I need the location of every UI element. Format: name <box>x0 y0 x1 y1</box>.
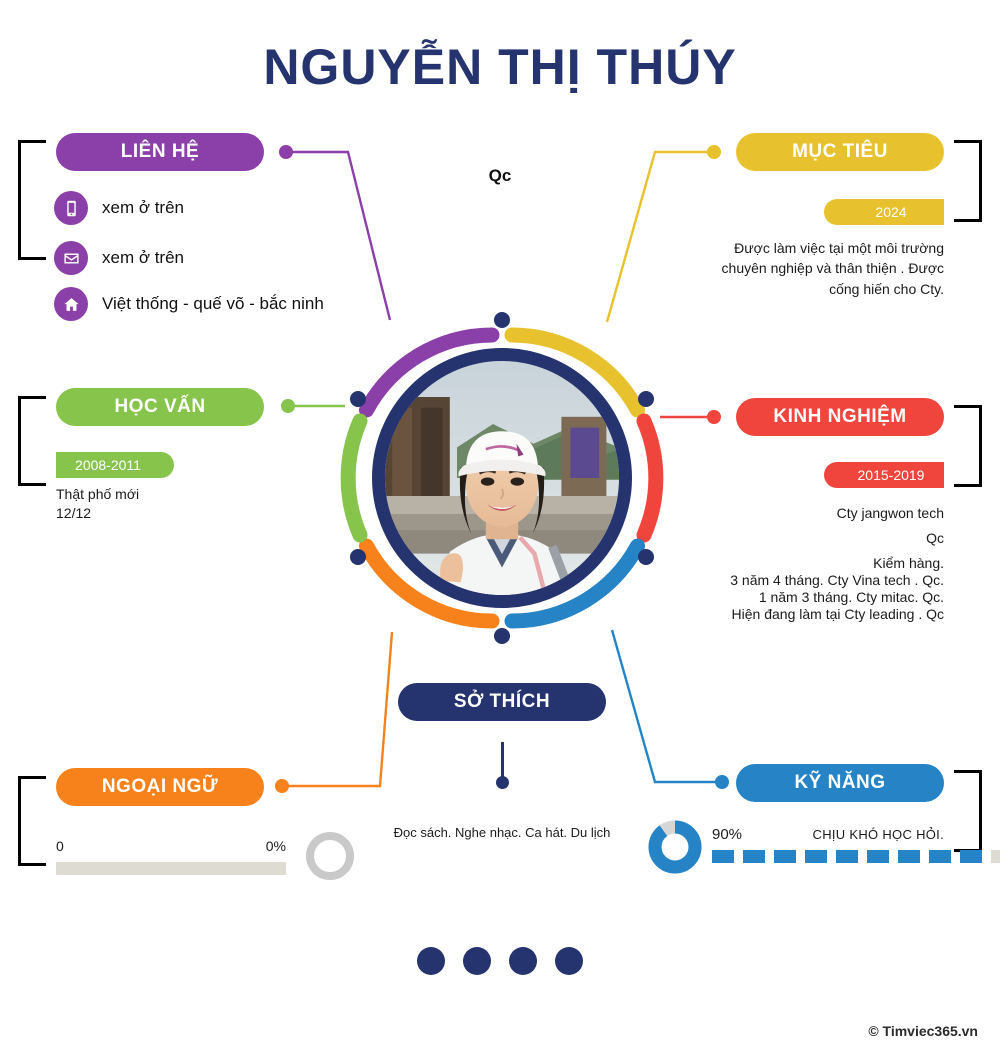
language-progress-ring <box>306 832 354 880</box>
connector-dot-contact <box>279 145 293 159</box>
bracket-language <box>18 776 46 866</box>
section-header-education-label: HỌC VẤN <box>114 396 206 417</box>
decoration-dot <box>417 947 445 975</box>
experience-detail-4: Hiện đang làm tại Cty leading . Qc <box>731 606 944 622</box>
skills-dash <box>898 850 920 863</box>
ring-arc-red <box>636 413 664 543</box>
section-header-experience[interactable]: KINH NGHIỆM <box>736 398 944 436</box>
ring-arc-orange <box>359 538 500 629</box>
education-grade: 12/12 <box>56 505 92 521</box>
job-title: Qc <box>488 166 512 185</box>
home-icon <box>54 287 88 321</box>
education-period-chip: 2008-2011 <box>56 452 174 478</box>
experience-detail-1: Kiểm hàng. <box>873 555 944 571</box>
bracket-education <box>18 396 46 486</box>
experience-period-label: 2015-2019 <box>857 467 925 483</box>
bracket-experience <box>954 405 982 487</box>
envelope-icon <box>54 241 88 275</box>
contact-item-email-text: xem ở trên <box>102 248 185 268</box>
skills-dash <box>867 850 889 863</box>
section-header-objective[interactable]: MỤC TIÊU <box>736 133 944 171</box>
connector-dot-objective <box>707 145 721 159</box>
ring-arc-blue <box>504 538 645 629</box>
decoration-dot <box>509 947 537 975</box>
section-header-skills[interactable]: KỸ NĂNG <box>736 764 944 802</box>
mobile-phone-icon <box>54 191 88 225</box>
photo-ring-arcs <box>340 327 664 629</box>
hobbies-stem <box>501 742 504 780</box>
education-period-label: 2008-2011 <box>75 457 141 473</box>
skills-caption: CHỊU KHÓ HỌC HỎI. <box>812 827 944 842</box>
contact-item-phone-text: xem ở trên <box>102 198 185 218</box>
skills-dash <box>929 850 951 863</box>
connector-dot-experience <box>707 410 721 424</box>
contact-item-address-text: Việt thống - quế võ - bắc ninh <box>102 294 324 314</box>
decoration-dot <box>555 947 583 975</box>
skills-progress-ring <box>648 820 702 874</box>
skills-dash <box>991 850 1000 863</box>
section-header-contact-label: LIÊN HỆ <box>120 141 200 162</box>
skills-dash <box>960 850 982 863</box>
education-school: Thật phố mới <box>56 486 140 502</box>
language-labels: 0 0% <box>56 838 286 854</box>
decoration-dot <box>463 947 491 975</box>
contact-item-address[interactable]: Việt thống - quế võ - bắc ninh <box>54 287 324 321</box>
section-header-skills-label: KỸ NĂNG <box>794 772 886 793</box>
decoration-dots <box>0 947 1000 975</box>
footer-credit: © Timviec365.vn <box>868 1023 978 1039</box>
bracket-objective <box>954 140 982 222</box>
skills-dash-meter <box>712 850 1000 863</box>
experience-company: Cty jangwon tech <box>836 505 944 521</box>
language-progress-track <box>56 862 286 875</box>
section-header-language[interactable]: NGOẠI NGỮ <box>56 768 264 806</box>
skills-dash <box>805 850 827 863</box>
objective-period-label: 2024 <box>875 204 907 220</box>
skills-dash <box>743 850 765 863</box>
skills-labels: 90% CHỊU KHÓ HỌC HỎI. <box>712 826 944 843</box>
language-percent-label: 0% <box>265 838 286 854</box>
section-header-contact[interactable]: LIÊN HỆ <box>56 133 264 171</box>
skills-percent-label: 90% <box>712 826 743 843</box>
objective-text: Được làm việc tại một môi trường chuyên … <box>721 240 944 297</box>
bracket-contact <box>18 140 46 260</box>
experience-period-chip: 2015-2019 <box>824 462 944 488</box>
connector-skills <box>610 629 722 784</box>
experience-detail-3: 1 năm 3 tháng. Cty mitac. Qc. <box>758 589 944 605</box>
connector-dot-education <box>281 399 295 413</box>
contact-item-email[interactable]: xem ở trên <box>54 241 184 275</box>
ring-separator-dots <box>350 312 654 644</box>
experience-role: Qc <box>926 530 944 546</box>
language-name: 0 <box>56 838 64 854</box>
skills-dash <box>712 850 734 863</box>
hobbies-stem-dot <box>496 776 509 789</box>
connector-objective <box>605 150 714 323</box>
objective-period-chip: 2024 <box>824 199 944 225</box>
page-title: NGUYỄN THỊ THÚY <box>263 39 737 95</box>
section-header-experience-label: KINH NGHIỆM <box>773 406 907 427</box>
hobbies-text: Đọc sách. Nghe nhạc. Ca hát. Du lịch <box>393 825 611 840</box>
connector-dot-language <box>275 779 289 793</box>
skills-dash <box>774 850 796 863</box>
section-header-objective-label: MỤC TIÊU <box>792 141 888 162</box>
section-header-education[interactable]: HỌC VẤN <box>56 388 264 426</box>
section-header-hobbies-label: SỞ THÍCH <box>453 691 551 712</box>
experience-detail-2: 3 năm 4 tháng. Cty Vina tech . Qc. <box>730 572 944 588</box>
profile-photo-art <box>385 361 619 595</box>
connector-dot-skills <box>715 775 729 789</box>
connector-language <box>282 631 394 788</box>
section-header-hobbies[interactable]: SỞ THÍCH <box>398 683 606 721</box>
connector-contact <box>286 150 392 321</box>
section-header-language-label: NGOẠI NGỮ <box>101 776 219 797</box>
ring-arc-purple <box>359 327 500 418</box>
skills-dash <box>836 850 858 863</box>
ring-arc-yellow <box>504 327 645 418</box>
ring-arc-green <box>340 413 368 543</box>
profile-photo <box>372 348 632 608</box>
bracket-skills <box>954 770 982 852</box>
contact-item-phone[interactable]: xem ở trên <box>54 191 184 225</box>
